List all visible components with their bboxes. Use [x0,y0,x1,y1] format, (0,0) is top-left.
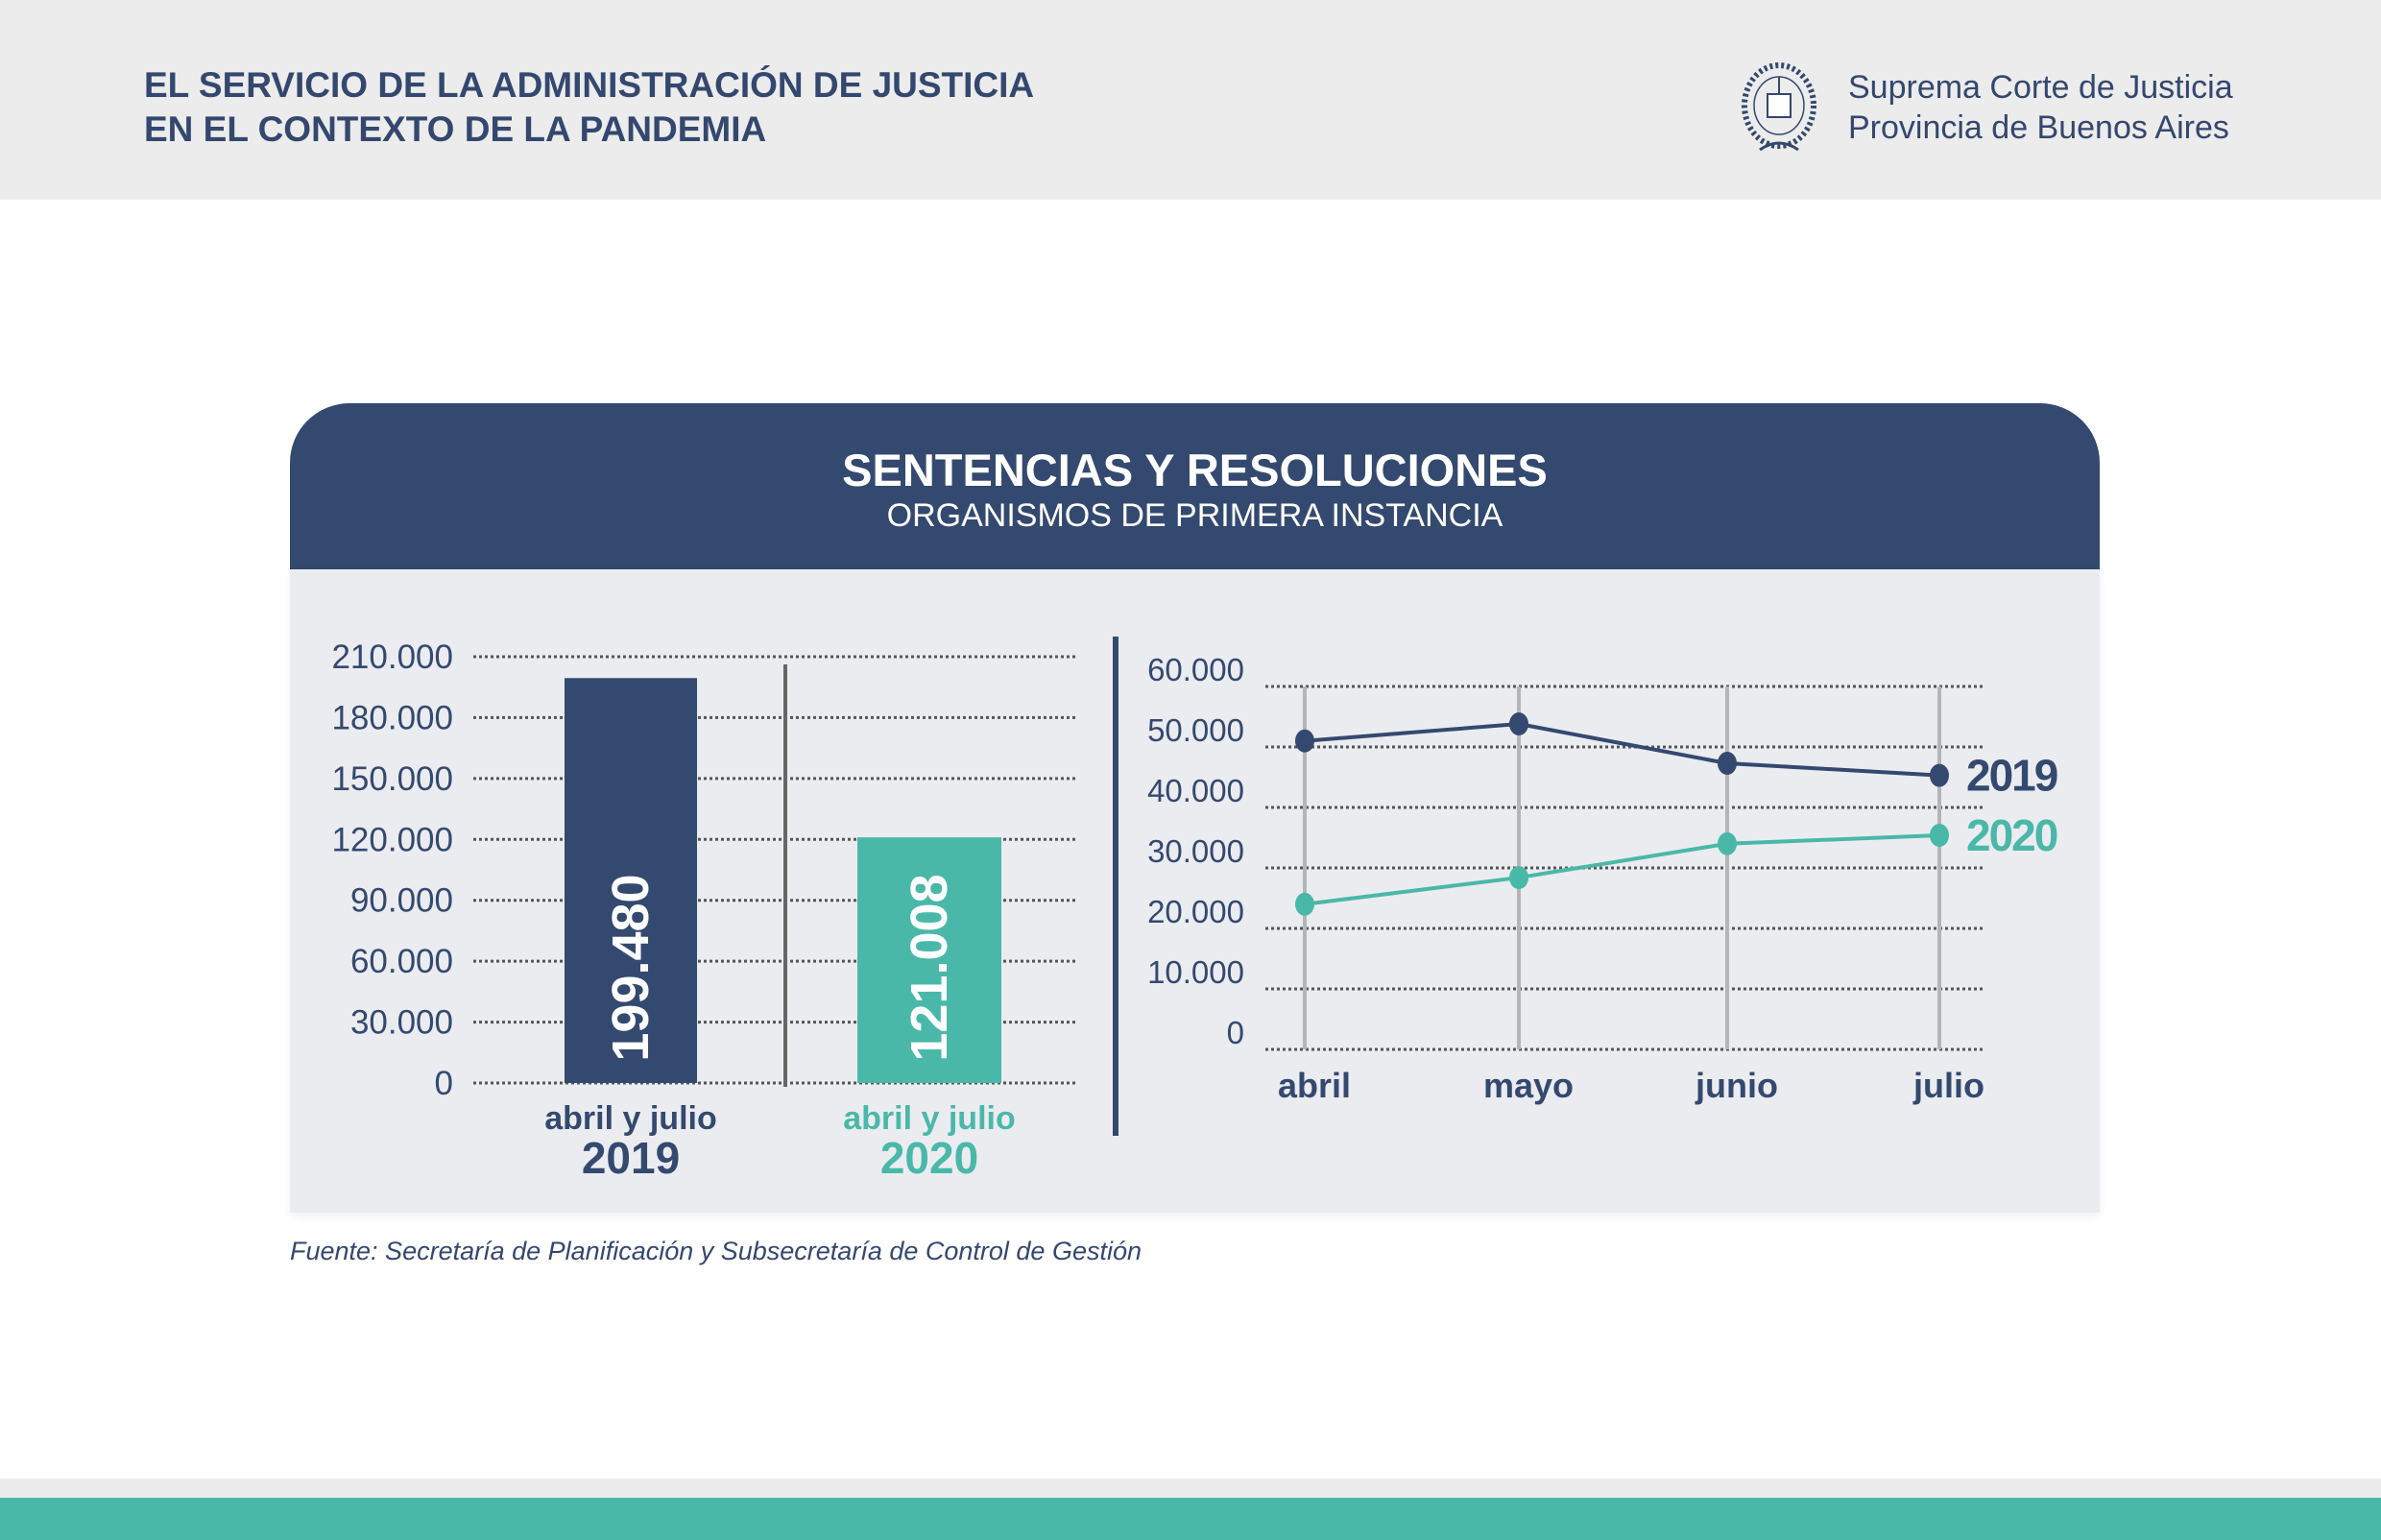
org-name-line2: Provincia de Buenos Aires [1848,109,2229,146]
line-point-2019 [1718,752,1737,776]
report-title-line1: EL SERVICIO DE LA ADMINISTRACIÓN DE JUST… [144,65,1035,105]
bar-category-label: abril y julio [843,1100,1015,1137]
line-y-tick: 30.000 [1147,833,1244,869]
line-point-2019 [1295,729,1314,753]
bar-y-tick: 90.000 [350,882,453,920]
bar-category-label: abril y julio [544,1100,716,1137]
header-bar [0,0,2381,200]
legend-2019: 2019 [1966,751,2057,801]
line-series-2019 [1304,722,1940,778]
bar-value-label: 121.008 [901,874,958,1061]
bar-y-tick: 30.000 [350,1004,453,1042]
line-x-tick: julio [1912,1066,1984,1105]
card-header [290,403,2100,569]
line-point-2020 [1930,823,1949,847]
report-title-line2: EN EL CONTEXTO DE LA PANDEMIA [144,109,767,149]
line-point-2019 [1930,763,1949,787]
bar-2020 [857,837,1001,1083]
line-x-tick: mayo [1483,1066,1574,1105]
line-x-tick: junio [1695,1066,1778,1105]
bar-year-label: 2019 [582,1133,680,1183]
line-x-tick: abril [1278,1066,1351,1105]
footer-bar [0,1498,2381,1540]
card-title: SENTENCIAS Y RESOLUCIONES [842,445,1548,495]
bar-year-label: 2020 [880,1133,978,1183]
bar-y-tick: 180.000 [331,699,453,736]
line-y-tick: 10.000 [1147,954,1244,990]
source-note: Fuente: Secretaría de Planificación y Su… [290,1237,1142,1265]
line-y-tick: 50.000 [1147,712,1244,748]
bar-y-tick: 210.000 [331,638,453,676]
card-subtitle: ORGANISMOS DE PRIMERA INSTANCIA [886,497,1503,534]
line-y-tick: 20.000 [1147,894,1244,929]
line-y-tick: 40.000 [1147,773,1244,808]
charts: 0 30.000 60.000 90.000 120.000 150.000 180.000… [331,637,2059,1183]
line-point-2019 [1509,712,1528,736]
legend-2020: 2020 [1966,810,2057,860]
line-point-2020 [1295,892,1314,916]
line-y-tick: 0 [1227,1015,1244,1050]
chart-separator [1113,637,1118,1136]
line-y-tick: 60.000 [1147,652,1244,687]
footer-strip [0,1479,2381,1498]
bar-value-label: 199.480 [602,874,660,1061]
line-point-2020 [1509,866,1528,890]
org-name-line1: Suprema Corte de Justicia [1848,69,2233,106]
court-seal-logo [1742,62,1816,152]
line-series-2020 [1304,832,1940,906]
bar-y-tick: 120.000 [331,821,453,858]
bar-2019 [565,678,697,1083]
bar-y-tick: 60.000 [350,943,453,980]
line-point-2020 [1718,831,1737,855]
bar-y-tick: 150.000 [331,760,453,798]
bar-y-tick: 0 [435,1065,453,1102]
